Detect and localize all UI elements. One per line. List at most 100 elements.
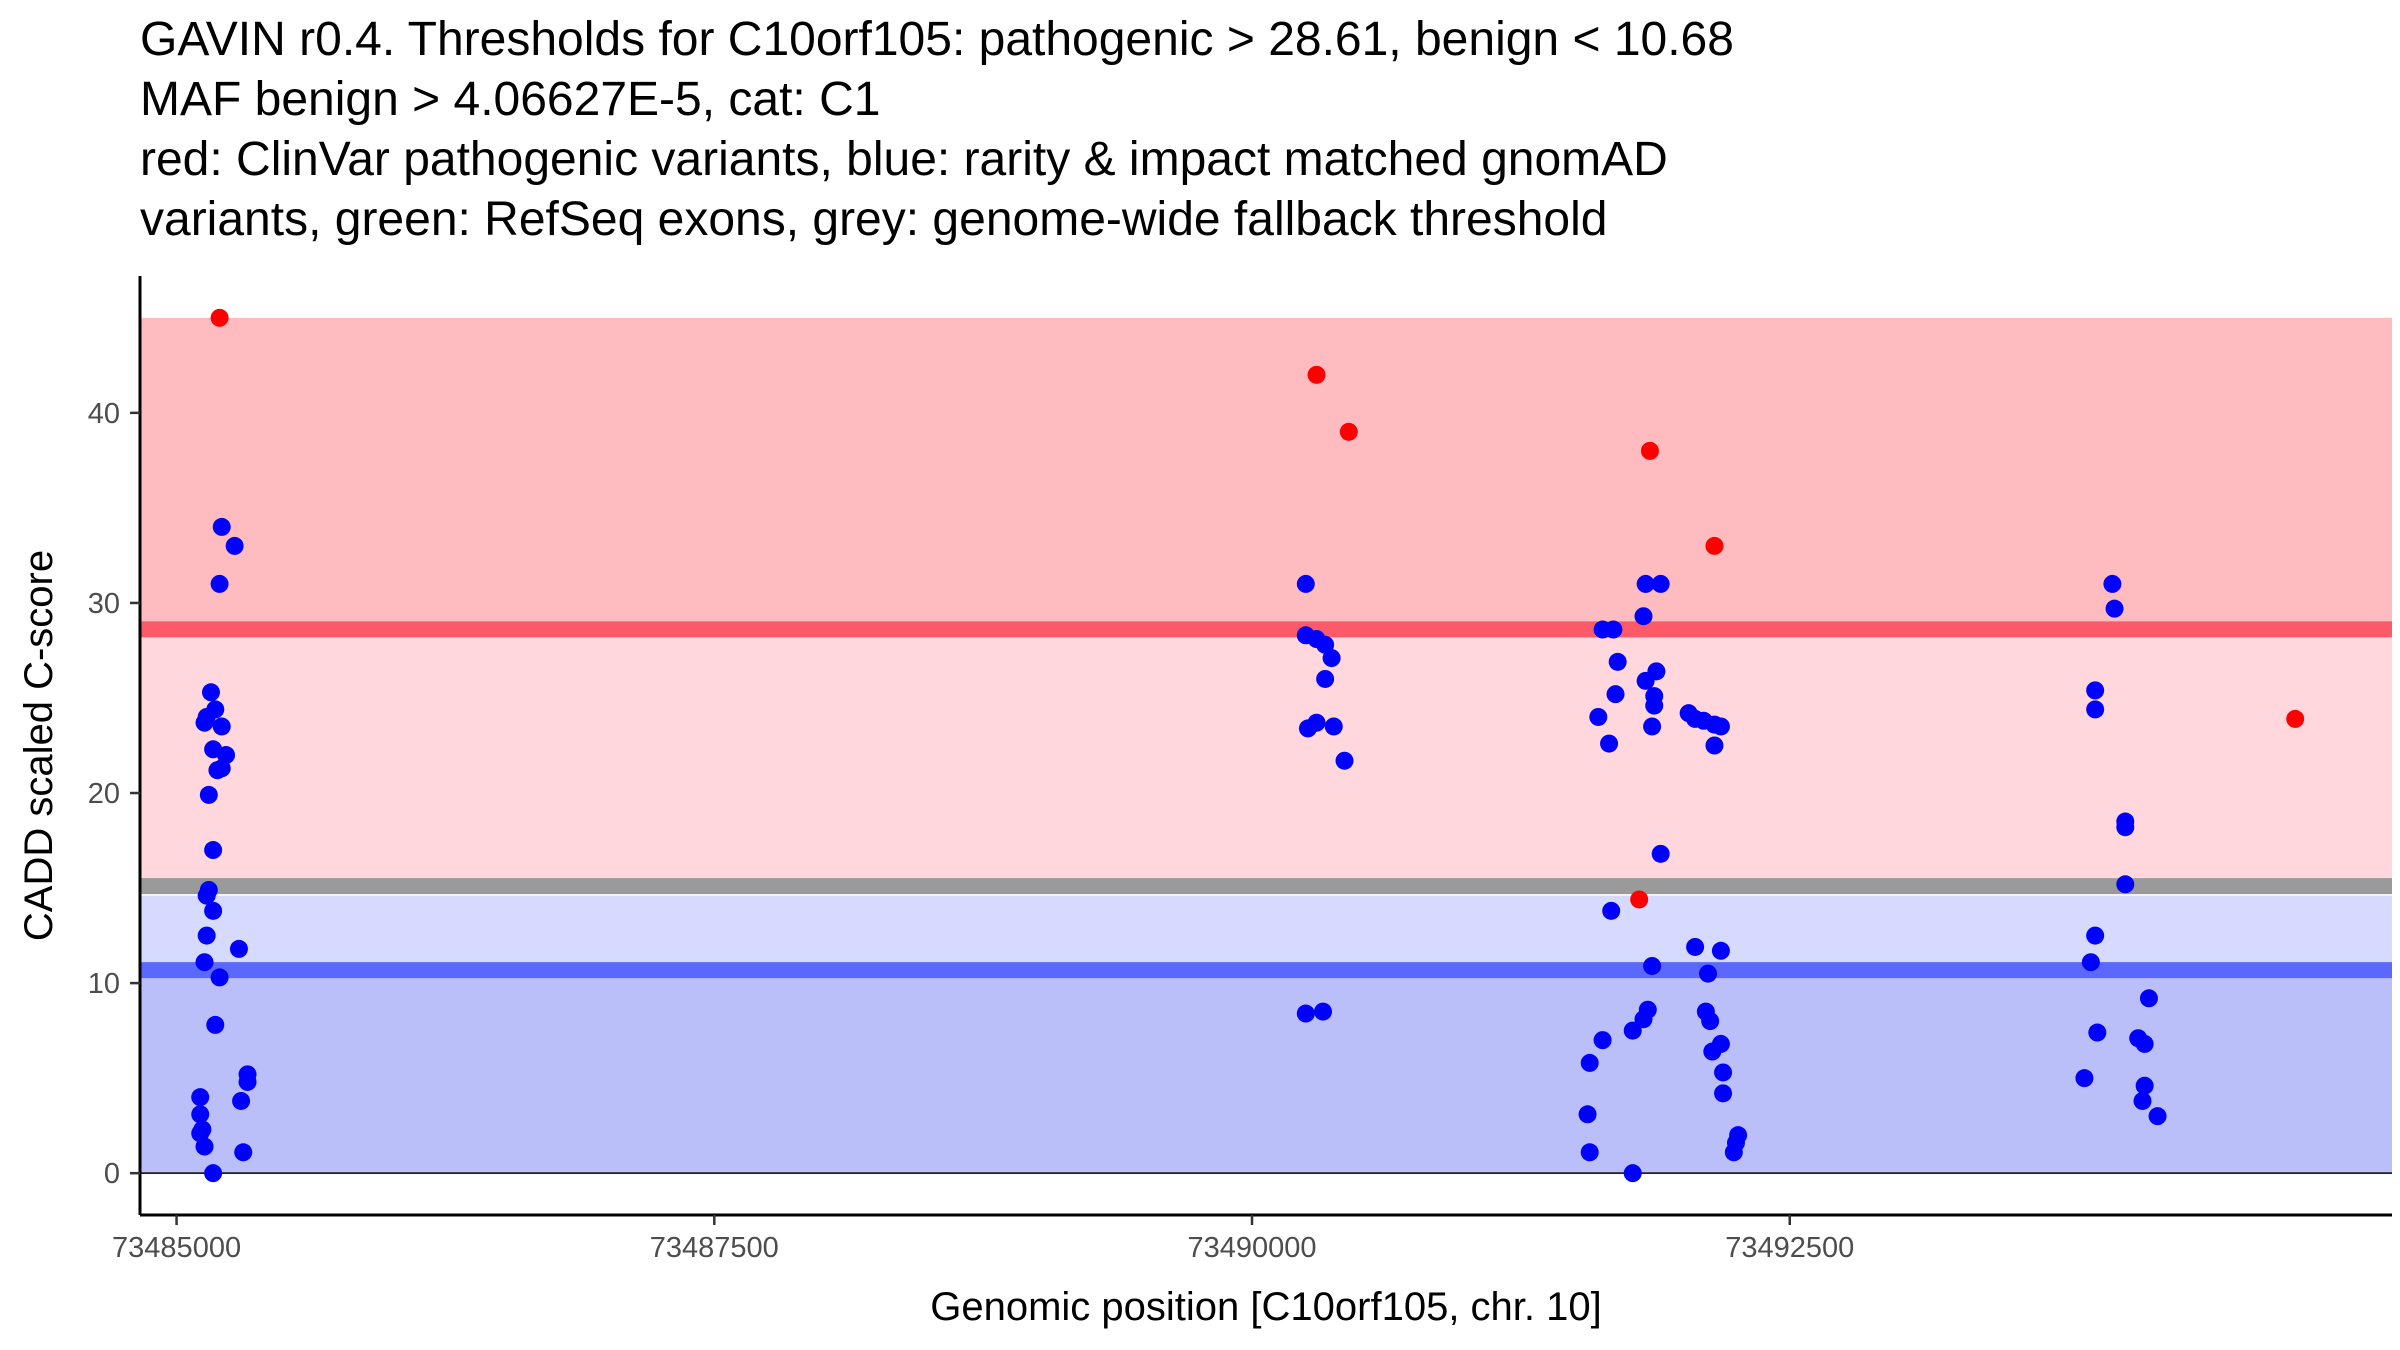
gnomad-matched-point [197,926,216,945]
data-points [191,308,2305,1183]
gnomad-matched-point [2103,574,2122,593]
gnomad-matched-point [1316,669,1335,688]
title-line-1: GAVIN r0.4. Thresholds for C10orf105: pa… [140,13,1734,66]
y-tick-label: 0 [104,1158,120,1190]
title-line-3: red: ClinVar pathogenic variants, blue: … [140,133,1668,186]
gnomad-matched-point [1705,736,1724,755]
clinvar-pathogenic-point [1307,365,1326,384]
threshold-bands [140,317,2392,1174]
gnomad-matched-point [1711,941,1730,960]
gnomad-matched-point [1623,1164,1642,1183]
gnomad-matched-point [1606,685,1625,704]
gnomad-matched-point [1593,1031,1612,1050]
gnomad-matched-point [1636,574,1655,593]
gnomad-matched-point [204,901,223,920]
gnomad-matched-point [206,1015,225,1034]
gnomad-matched-point [1296,1004,1315,1023]
y-tick-label: 40 [88,398,120,430]
intermediate-pathogenic-region [140,629,2392,889]
gnomad-matched-point [1322,649,1341,668]
gnomad-matched-point [197,886,216,905]
gnomad-matched-point [2086,681,2105,700]
clinvar-pathogenic-point [210,308,229,327]
gnomad-matched-point [2135,1076,2154,1095]
gnomad-matched-point [1711,717,1730,736]
gnomad-matched-point [2135,1034,2154,1053]
gnomad-matched-point [191,1088,210,1107]
gnomad-matched-point [204,1164,223,1183]
gnomad-matched-point [1651,844,1670,863]
gnomad-matched-point [2105,599,2124,618]
gnomad-matched-point [1703,1042,1722,1061]
gnomad-matched-point [2088,1023,2107,1042]
gnomad-matched-point [195,1137,214,1156]
y-tick-label: 10 [88,968,120,1000]
gnomad-matched-point [210,574,229,593]
clinvar-pathogenic-point [1630,890,1649,909]
gnomad-matched-point [1686,937,1705,956]
y-tick-label: 30 [88,588,120,620]
clinvar-pathogenic-point [1705,536,1724,555]
gnomad-matched-point [1714,1084,1733,1103]
gnomad-matched-point [2148,1107,2167,1126]
gnomad-matched-point [2116,875,2135,894]
gnomad-matched-point [1313,1002,1332,1021]
gnomad-matched-point [212,759,231,778]
gnomad-matched-point [1724,1143,1743,1162]
gnomad-matched-point [195,713,214,732]
x-axis-ticks: 73485000 73487500 73490000 73492500 [112,1215,1854,1264]
gnomad-matched-point [2081,953,2100,972]
gnomad-matched-point [2139,989,2158,1008]
clinvar-pathogenic-point [1640,441,1659,460]
gnomad-matched-point [2133,1091,2152,1110]
gnomad-matched-point [1634,1010,1653,1029]
threshold-lines [140,621,2392,979]
gnomad-matched-point [1298,719,1317,738]
gnomad-matched-point [1699,964,1718,983]
gnomad-matched-point [1694,711,1713,730]
gnomad-matched-point [199,785,218,804]
benign-region [140,970,2392,1174]
gnomad-matched-point [195,953,214,972]
gnomad-matched-point [232,1091,251,1110]
gnomad-matched-point [2116,818,2135,837]
gnomad-matched-point [1636,671,1655,690]
intermediate-benign-region [140,895,2392,971]
y-axis-ticks: 0 10 20 30 40 [88,398,140,1190]
gnomad-matched-point [1714,1063,1733,1082]
gnomad-matched-point [212,517,231,536]
gnomad-matched-point [229,939,248,958]
y-axis-title: CADD scaled C-score [17,550,61,941]
gnomad-matched-point [1643,956,1662,975]
x-tick-label: 73485000 [112,1232,241,1264]
title-line-2: MAF benign > 4.06627E-5, cat: C1 [140,73,881,126]
chart-title: GAVIN r0.4. Thresholds for C10orf105: pa… [140,10,2380,250]
gnomad-matched-point [1578,1105,1597,1124]
gnomad-matched-point [238,1072,257,1091]
x-tick-label: 73490000 [1188,1232,1317,1264]
gnomad-matched-point [1335,751,1354,770]
gnomad-matched-point [201,683,220,702]
gnomad-matched-point [2075,1069,2094,1088]
gnomad-matched-point [1580,1143,1599,1162]
gnomad-matched-point [204,841,223,860]
clinvar-pathogenic-point [2286,709,2305,728]
gnomad-matched-point [225,536,244,555]
x-tick-label: 73492500 [1725,1232,1854,1264]
gnomad-matched-point [2086,926,2105,945]
gnomad-matched-point [1324,717,1343,736]
gnomad-matched-point [1602,901,1621,920]
gnomad-matched-point [1608,652,1627,671]
x-tick-label: 73487500 [650,1232,779,1264]
gnomad-matched-point [1645,696,1664,715]
gnomad-matched-point [1316,635,1335,654]
gnomad-matched-point [210,968,229,987]
gnomad-matched-point [1643,717,1662,736]
gnomad-matched-point [212,717,231,736]
x-axis-title: Genomic position [C10orf105, chr. 10] [930,1285,1601,1329]
gnomad-matched-point [1623,1021,1642,1040]
gnomad-matched-point [1296,574,1315,593]
gnomad-matched-point [1634,607,1653,626]
gnomad-matched-point [1593,620,1612,639]
gnomad-matched-point [206,700,225,719]
